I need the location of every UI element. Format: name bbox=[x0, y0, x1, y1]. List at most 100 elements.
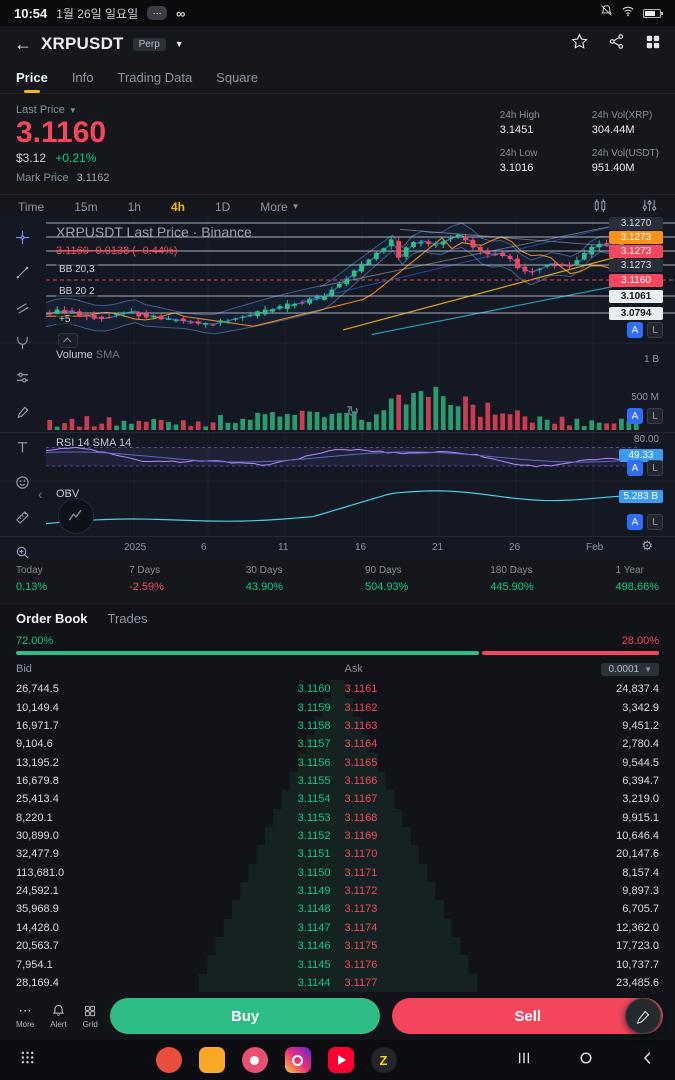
more-button[interactable]: ⋯ More bbox=[16, 1002, 35, 1030]
bid-qty[interactable]: 14,428.0 bbox=[16, 921, 59, 934]
share-icon[interactable] bbox=[608, 33, 625, 55]
bid-price[interactable]: 3.1155 bbox=[297, 774, 331, 787]
ask-qty[interactable]: 6,394.7 bbox=[622, 774, 659, 787]
favorite-star-icon[interactable] bbox=[571, 33, 588, 55]
tab-price[interactable]: Price bbox=[16, 62, 48, 93]
app-icon-3[interactable] bbox=[241, 1046, 269, 1074]
ask-price[interactable]: 3.1174 bbox=[344, 921, 378, 934]
volume-pane-label[interactable]: Volume SMA bbox=[56, 349, 120, 361]
trendline-tool-icon[interactable] bbox=[11, 261, 33, 283]
chart-area[interactable]: XRPUSDT Last Price · Binance 3.1160 -0.0… bbox=[0, 217, 675, 559]
precision-selector[interactable]: 0.0001 ▼ bbox=[601, 662, 659, 676]
pane-collapse-button[interactable] bbox=[58, 333, 78, 348]
app-icon-6[interactable]: Z bbox=[370, 1046, 398, 1074]
ask-price[interactable]: 3.1162 bbox=[344, 701, 378, 714]
symbol-title[interactable]: XRPUSDT bbox=[41, 34, 124, 53]
bid-qty[interactable]: 10,149.4 bbox=[16, 701, 59, 714]
ask-qty[interactable]: 20,147.6 bbox=[616, 848, 659, 861]
tab-trading-data[interactable]: Trading Data bbox=[117, 70, 193, 85]
bid-qty[interactable]: 7,954.1 bbox=[16, 958, 53, 971]
bid-price[interactable]: 3.1156 bbox=[297, 756, 331, 769]
measure-tool-icon[interactable] bbox=[11, 506, 33, 528]
bid-price[interactable]: 3.1145 bbox=[297, 958, 331, 971]
emoji-tool-icon[interactable] bbox=[11, 471, 33, 493]
order-book-row[interactable]: 16,971.7 3.1158 3.1163 9,451.2 bbox=[0, 716, 675, 736]
ask-price[interactable]: 3.1173 bbox=[344, 903, 378, 916]
chart-canvas[interactable] bbox=[0, 218, 675, 558]
bid-price[interactable]: 3.1157 bbox=[297, 738, 331, 751]
ask-price[interactable]: 3.1164 bbox=[344, 738, 378, 751]
bid-qty[interactable]: 24,592.1 bbox=[16, 885, 59, 898]
orderbook-tab-trades[interactable]: Trades bbox=[107, 610, 148, 626]
ask-qty[interactable]: 2,780.4 bbox=[622, 738, 659, 751]
ask-price[interactable]: 3.1167 bbox=[344, 793, 378, 806]
ask-price[interactable]: 3.1168 bbox=[344, 811, 378, 824]
app-icon-1[interactable] bbox=[155, 1046, 183, 1074]
app-icon-2[interactable] bbox=[198, 1046, 226, 1074]
ask-price[interactable]: 3.1166 bbox=[344, 774, 378, 787]
bid-qty[interactable]: 16,971.7 bbox=[16, 719, 59, 732]
ask-qty[interactable]: 10,737.7 bbox=[616, 958, 659, 971]
order-book-row[interactable]: 113,681.0 3.1150 3.1171 8,157.4 bbox=[0, 863, 675, 882]
tab-square[interactable]: Square bbox=[216, 70, 259, 85]
grid-apps-icon[interactable] bbox=[645, 34, 661, 55]
ask-qty[interactable]: 9,915.1 bbox=[622, 811, 659, 824]
timeframe-time[interactable]: Time bbox=[18, 199, 45, 214]
orderbook-tab-order-book[interactable]: Order Book bbox=[16, 610, 88, 626]
ask-price[interactable]: 3.1171 bbox=[344, 866, 378, 879]
ask-price[interactable]: 3.1177 bbox=[344, 976, 378, 989]
spen-pencil-fab[interactable] bbox=[625, 998, 661, 1034]
alert-button[interactable]: Alert bbox=[50, 1003, 67, 1029]
ask-price[interactable]: 3.1161 bbox=[344, 683, 378, 696]
ask-price[interactable]: 3.1176 bbox=[344, 958, 378, 971]
bid-qty[interactable]: 32,477.9 bbox=[16, 848, 59, 861]
back-icon[interactable]: ← bbox=[14, 33, 32, 54]
order-book-row[interactable]: 14,428.0 3.1147 3.1174 12,362.0 bbox=[0, 918, 675, 938]
ask-price[interactable]: 3.1172 bbox=[344, 885, 378, 898]
order-book-row[interactable]: 35,968.9 3.1148 3.1173 6,705.7 bbox=[0, 900, 675, 919]
chart-style-icon[interactable] bbox=[593, 198, 608, 216]
obv-pane-label[interactable]: OBV bbox=[56, 488, 80, 500]
bid-qty[interactable]: 28,169.4 bbox=[16, 976, 59, 989]
ask-qty[interactable]: 23,485.6 bbox=[616, 976, 659, 989]
bid-qty[interactable]: 113,681.0 bbox=[16, 866, 65, 879]
app-drawer-icon[interactable] bbox=[20, 1050, 35, 1070]
app-icon-5[interactable] bbox=[327, 1046, 355, 1074]
brush-tool-icon[interactable] bbox=[11, 401, 33, 423]
tune-tool-icon[interactable] bbox=[11, 366, 33, 388]
order-book-row[interactable]: 30,899.0 3.1152 3.1169 10,646.4 bbox=[0, 826, 675, 846]
symbol-caret-icon[interactable]: ▼ bbox=[174, 39, 184, 49]
pitchfork-tool-icon[interactable] bbox=[11, 331, 33, 353]
order-book-row[interactable]: 28,169.4 3.1144 3.1177 23,485.6 bbox=[0, 973, 675, 993]
bid-price[interactable]: 3.1147 bbox=[297, 921, 331, 934]
bid-qty[interactable]: 16,679.8 bbox=[16, 774, 59, 787]
bid-price[interactable]: 3.1148 bbox=[297, 903, 331, 916]
ask-qty[interactable]: 6,705.7 bbox=[622, 903, 659, 916]
bid-price[interactable]: 3.1154 bbox=[297, 793, 331, 806]
recents-icon[interactable] bbox=[517, 1051, 531, 1070]
bid-qty[interactable]: 8,220.1 bbox=[16, 811, 53, 824]
ask-qty[interactable]: 17,723.0 bbox=[616, 940, 659, 953]
ask-price[interactable]: 3.1175 bbox=[344, 940, 378, 953]
ask-qty[interactable]: 24,837.4 bbox=[616, 683, 659, 696]
ask-qty[interactable]: 9,897.3 bbox=[622, 885, 659, 898]
ask-qty[interactable]: 12,362.0 bbox=[616, 921, 659, 934]
ask-price[interactable]: 3.1170 bbox=[344, 848, 378, 861]
bid-qty[interactable]: 30,899.0 bbox=[16, 830, 59, 843]
zoom-tool-icon[interactable] bbox=[11, 541, 33, 563]
ask-qty[interactable]: 10,646.4 bbox=[616, 830, 659, 843]
sell-button[interactable]: Sell bbox=[392, 998, 663, 1034]
ask-qty[interactable]: 3,219.0 bbox=[622, 793, 659, 806]
app-icon-4[interactable] bbox=[284, 1046, 312, 1074]
text-tool-icon[interactable] bbox=[11, 436, 33, 458]
bid-qty[interactable]: 9,104.6 bbox=[16, 738, 53, 751]
bid-qty[interactable]: 35,968.9 bbox=[16, 903, 59, 916]
order-book-row[interactable]: 9,104.6 3.1157 3.1164 2,780.4 bbox=[0, 735, 675, 754]
bid-price[interactable]: 3.1151 bbox=[297, 848, 331, 861]
order-book-row[interactable]: 8,220.1 3.1153 3.1168 9,915.1 bbox=[0, 808, 675, 827]
bid-price[interactable]: 3.1150 bbox=[297, 866, 331, 879]
channels-tool-icon[interactable] bbox=[11, 296, 33, 318]
